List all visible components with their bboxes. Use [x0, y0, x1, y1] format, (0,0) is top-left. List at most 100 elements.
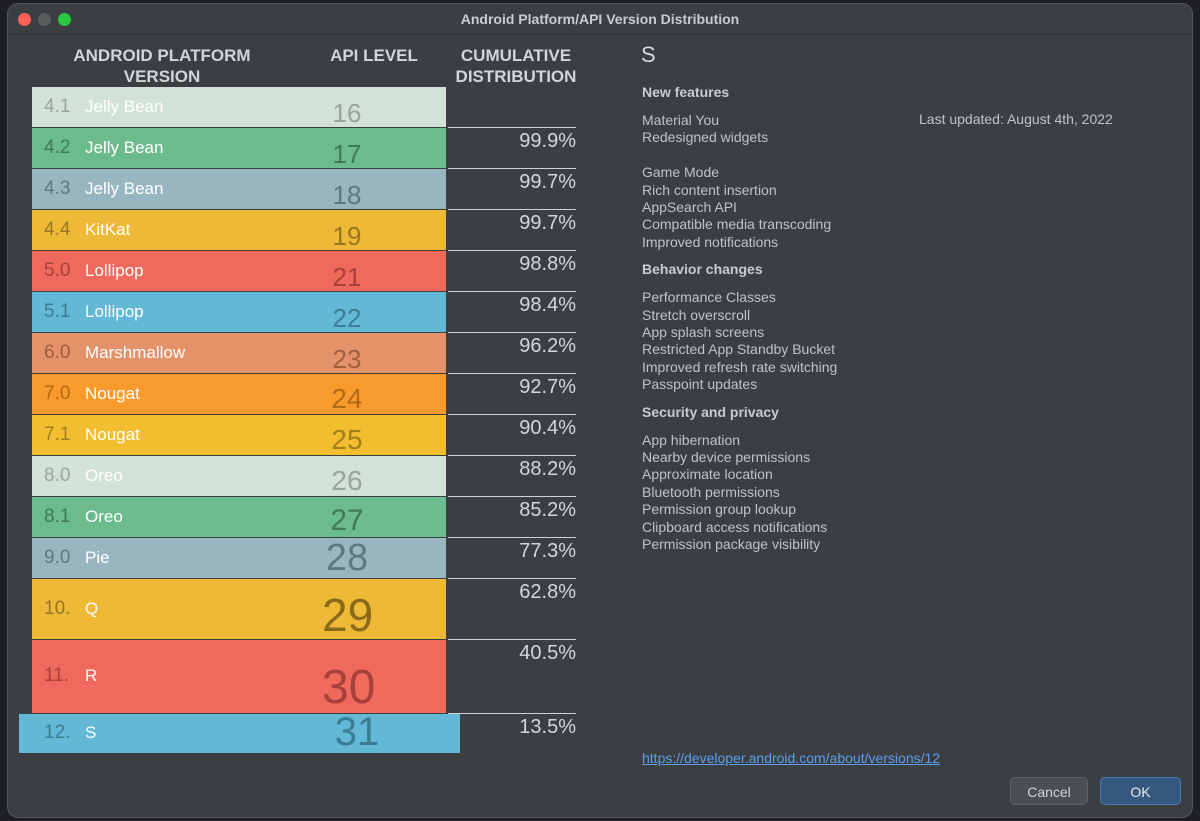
- feature-item: Restricted App Standby Bucket: [642, 341, 835, 358]
- feature-item: Improved notifications: [642, 233, 779, 250]
- last-updated-label: Last updated: August 4th, 2022: [919, 111, 1113, 127]
- selected-version-name: S: [641, 42, 656, 67]
- maximize-window-button[interactable]: [58, 13, 71, 26]
- cumulative-distribution-value: 92.7%: [448, 373, 576, 399]
- header-api-level: API LEVEL: [330, 46, 418, 65]
- version-row[interactable]: 12. S 31: [19, 710, 460, 754]
- version-row[interactable]: 4.2 Jelly Bean 17: [32, 128, 446, 169]
- cancel-button[interactable]: Cancel: [1010, 777, 1088, 805]
- platform-version-name: Jelly Bean: [85, 178, 164, 198]
- platform-version-name: Oreo: [85, 506, 123, 526]
- platform-version-name: Oreo: [85, 465, 123, 485]
- platform-version-name: Nougat: [85, 424, 140, 444]
- version-row[interactable]: 7.1 Nougat 25: [32, 415, 446, 456]
- feature-item: Nearby device permissions: [642, 449, 811, 465]
- feature-item: Compatible media transcoding: [642, 216, 832, 233]
- platform-version-number: 5.1: [44, 300, 71, 322]
- api-level-value: 26: [331, 465, 363, 496]
- version-row[interactable]: 4.4 KitKat 19: [32, 210, 446, 251]
- version-row[interactable]: 9.0 Pie 28: [32, 538, 446, 579]
- version-row[interactable]: 10. Q 29: [32, 579, 446, 640]
- feature-item: Rich content insertion: [642, 181, 777, 198]
- platform-version-name: Pie: [85, 547, 110, 567]
- cumulative-distribution-value: 90.4%: [448, 414, 576, 440]
- api-level-value: 19: [332, 221, 362, 251]
- cumulative-distribution-value: 85.2%: [448, 496, 576, 522]
- api-level-value: 29: [322, 589, 374, 641]
- feature-item: Stretch overscroll: [642, 306, 751, 323]
- platform-version-number: 8.1: [44, 505, 71, 527]
- platform-version-number: 10.: [44, 597, 71, 619]
- platform-version-number: 4.1: [44, 95, 71, 117]
- version-row[interactable]: 4.3 Jelly Bean 18: [32, 169, 446, 210]
- feature-item: Improved refresh rate switching: [642, 358, 838, 375]
- feature-item: Permission group lookup: [642, 501, 797, 518]
- feature-item: Approximate location: [642, 466, 773, 483]
- minimize-window-button[interactable]: [38, 13, 51, 26]
- feature-item: Performance Classes: [642, 289, 776, 306]
- header-cumulative-distribution: CUMULATIVE DISTRIBUTION: [455, 46, 577, 86]
- platform-version-number: 4.4: [44, 218, 71, 240]
- version-row[interactable]: 5.0 Lollipop 21: [32, 251, 446, 292]
- feature-item: Material You: [642, 112, 720, 128]
- window-title: Android Platform/API Version Distributio…: [460, 11, 740, 27]
- platform-version-number: 6.0: [44, 341, 71, 363]
- dialog-window: Android Platform/API Version Distributio…: [8, 4, 1192, 817]
- platform-version-name: Lollipop: [85, 260, 144, 280]
- ok-button[interactable]: OK: [1100, 777, 1181, 805]
- cumulative-distribution-value: 98.8%: [448, 250, 576, 276]
- api-level-value: 21: [332, 262, 362, 292]
- platform-version-number: 4.2: [44, 136, 71, 158]
- cumulative-distribution-value: 62.8%: [448, 578, 576, 604]
- platform-version-name: KitKat: [85, 219, 131, 239]
- version-row[interactable]: 6.0 Marshmallow 23: [32, 333, 446, 374]
- platform-version-number: 8.0: [44, 464, 71, 486]
- version-row[interactable]: 11. R 30: [32, 640, 446, 714]
- platform-version-number: 5.0: [44, 259, 71, 281]
- feature-item: Game Mode: [642, 164, 720, 181]
- details-section-title: Security and privacy: [642, 403, 779, 420]
- feature-item: Bluetooth permissions: [642, 483, 780, 500]
- feature-item: App splash screens: [642, 324, 765, 340]
- cumulative-distribution-value: 98.4%: [448, 291, 576, 317]
- versions-doc-link[interactable]: https://developer.android.com/about/vers…: [642, 750, 941, 766]
- feature-item: App hibernation: [642, 431, 741, 448]
- title-bar: Android Platform/API Version Distributio…: [8, 4, 1192, 35]
- feature-item: AppSearch API: [642, 199, 737, 215]
- version-row[interactable]: 8.1 Oreo 27: [32, 497, 446, 538]
- cumulative-distribution-value: 40.5%: [448, 639, 576, 665]
- cumulative-distribution-value: 99.7%: [448, 168, 576, 194]
- api-level-value: 27: [330, 504, 364, 537]
- feature-item: Permission package visibility: [642, 536, 821, 552]
- api-level-value: 16: [332, 98, 362, 128]
- version-row[interactable]: 7.0 Nougat 24: [32, 374, 446, 415]
- platform-version-name: Lollipop: [85, 301, 144, 321]
- api-level-value: 17: [332, 139, 362, 169]
- platform-version-number: 7.0: [44, 382, 71, 404]
- feature-item: Redesigned widgets: [642, 129, 769, 146]
- cumulative-distribution-value: 96.2%: [448, 332, 576, 358]
- version-row[interactable]: 4.1 Jelly Bean 16: [32, 87, 446, 128]
- platform-version-number: 7.1: [44, 423, 71, 445]
- api-level-value: 24: [331, 383, 363, 414]
- platform-version-name: Jelly Bean: [85, 96, 164, 116]
- platform-version-number: 11.: [44, 665, 70, 686]
- cumulative-distribution-value: 99.7%: [448, 209, 576, 235]
- cumulative-distribution-value: 77.3%: [448, 537, 576, 563]
- feature-item: Passpoint updates: [642, 376, 758, 393]
- cumulative-distribution-value: 13.5%: [448, 713, 576, 739]
- close-window-button[interactable]: [18, 13, 31, 26]
- api-level-value: 22: [332, 303, 362, 333]
- platform-version-number: 12.: [44, 722, 71, 743]
- version-row[interactable]: 5.1 Lollipop 22: [32, 292, 446, 333]
- cumulative-distribution-value: 88.2%: [448, 455, 576, 481]
- api-level-value: 25: [331, 424, 363, 455]
- details-section-title: New features: [642, 84, 730, 100]
- platform-version-number: 9.0: [44, 546, 71, 568]
- api-level-value: 31: [334, 710, 380, 754]
- platform-version-name: S: [85, 723, 97, 742]
- api-level-value: 28: [325, 537, 369, 579]
- details-section-title: Behavior changes: [642, 261, 763, 278]
- platform-version-name: Q: [85, 598, 99, 618]
- version-row[interactable]: 8.0 Oreo 26: [32, 456, 446, 497]
